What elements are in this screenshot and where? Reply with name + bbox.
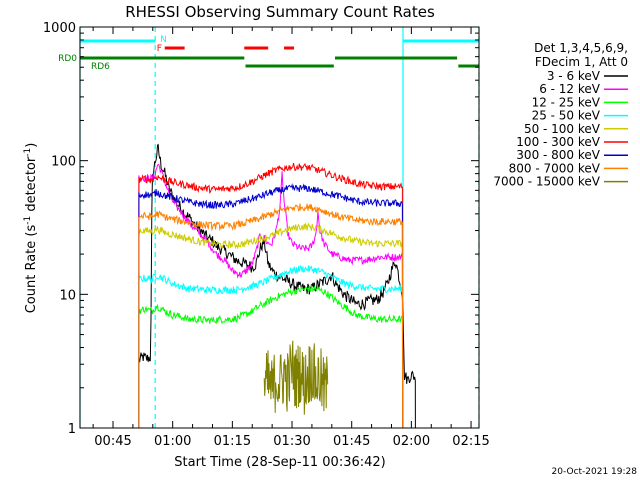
legend-label-1: 6 - 12 keV [539, 82, 601, 96]
legend: Det 1,3,4,5,6,9, FDecim 1, Att 0 3 - 6 k… [493, 41, 628, 189]
night-flag-label: N [160, 35, 167, 45]
x-tick-label-3: 01:30 [273, 434, 310, 449]
y-axis-label-mid: detector [24, 156, 39, 216]
legend-header-2: FDecim 1, Att 0 [535, 55, 628, 69]
y-axis-label: Count Rate (s-1 detector-1) [23, 143, 39, 314]
legend-label-0: 3 - 6 keV [547, 69, 601, 83]
footer-timestamp: 20-Oct-2021 19:28 [552, 467, 638, 477]
series-line-8 [263, 340, 329, 415]
y-tick-label-3: 1000 [43, 21, 76, 36]
series-line-4 [138, 222, 404, 429]
x-tick-label-4: 01:45 [333, 434, 370, 449]
x-tick-label-5: 02:00 [393, 434, 430, 449]
rd0-label: RD0 [58, 54, 77, 64]
y-tick-label-0: 1 [68, 422, 76, 437]
x-tick-label-1: 01:00 [154, 434, 191, 449]
series-line-5 [138, 162, 404, 429]
y-tick-label-2: 100 [51, 155, 76, 170]
flare-flag-label: F [157, 44, 162, 54]
legend-label-2: 12 - 25 keV [532, 95, 601, 109]
x-axis: 00:45 01:00 01:15 01:30 01:45 02:00 02:15 [92, 27, 490, 449]
chart-title: RHESSI Observing Summary Count Rates [125, 3, 435, 21]
series-line-7 [138, 203, 404, 429]
y-axis-label-sup2: -1 [23, 148, 33, 157]
series-line-2 [138, 285, 404, 429]
y-axis: 1 10 100 1000 [43, 21, 479, 437]
x-tick-label-2: 01:15 [214, 434, 251, 449]
x-tick-label-0: 00:45 [94, 434, 131, 449]
legend-label-6: 300 - 800 keV [516, 148, 600, 162]
y-axis-label-end: ) [24, 143, 39, 148]
legend-label-8: 7000 - 15000 keV [493, 175, 600, 189]
series-layer [138, 143, 416, 429]
legend-label-7: 800 - 7000 keV [509, 161, 601, 175]
x-tick-label-6: 02:15 [452, 434, 489, 449]
series-line-3 [138, 264, 404, 429]
legend-label-4: 50 - 100 keV [524, 122, 601, 136]
series-line-1 [138, 163, 404, 429]
series-line-6 [138, 182, 404, 429]
y-axis-label-main: Count Rate (s [24, 225, 39, 314]
legend-label-5: 100 - 300 keV [516, 135, 600, 149]
status-flags: NF RD0 RD6 [58, 27, 480, 428]
plot-frame [79, 26, 480, 429]
y-axis-label-sup1: -1 [23, 216, 33, 225]
x-axis-label: Start Time (28-Sep-11 00:36:42) [174, 455, 385, 470]
y-tick-label-1: 10 [59, 288, 76, 303]
rd6-label: RD6 [91, 62, 110, 72]
legend-label-3: 25 - 50 keV [532, 109, 601, 123]
legend-header-1: Det 1,3,4,5,6,9, [534, 41, 628, 55]
